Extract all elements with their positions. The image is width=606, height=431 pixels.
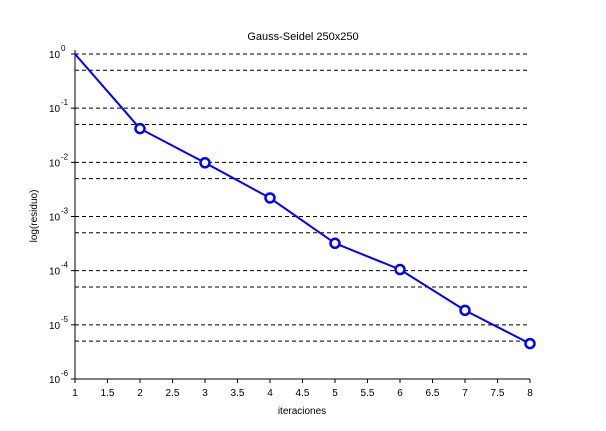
y-tick-exponent: -5	[61, 315, 69, 324]
y-tick-label: 100	[49, 44, 66, 61]
y-tick-label: 10-3	[49, 207, 69, 224]
x-tick-label: 7.5	[491, 388, 505, 399]
x-tick-label: 3.5	[231, 388, 245, 399]
y-tick-base: 10	[49, 50, 61, 61]
data-point	[459, 304, 471, 317]
y-tick-base: 10	[49, 375, 61, 386]
y-tick-exponent: -1	[61, 98, 69, 107]
x-tick-label: 2	[137, 388, 143, 399]
y-tick-label: 10-2	[49, 152, 69, 169]
x-tick-label: 4.5	[296, 388, 310, 399]
grid-lines	[75, 53, 530, 380]
y-tick-exponent: 0	[61, 44, 66, 53]
x-axis-ticks: 1 1.5 2 2.5 3 3.5 4 4.5 5 5.5 6 6.5 7 7.5 8	[72, 379, 533, 399]
data-point	[264, 192, 276, 204]
y-tick-base: 10	[49, 213, 61, 224]
y-tick-exponent: -6	[61, 369, 69, 378]
x-tick-label: 5.5	[361, 388, 375, 399]
y-tick-base: 10	[49, 321, 61, 332]
y-tick-base: 10	[49, 267, 61, 278]
y-tick-label: 10-1	[49, 98, 69, 115]
y-tick-exponent: -3	[61, 207, 69, 216]
x-tick-label: 6	[397, 388, 403, 399]
data-point	[199, 157, 211, 169]
chart-title: Gauss-Seidel 250x250	[247, 31, 358, 43]
x-tick-label: 7	[462, 388, 468, 399]
x-tick-label: 2.5	[166, 388, 180, 399]
x-axis-label: iteraciones	[278, 406, 326, 417]
x-tick-label: 1.5	[101, 388, 115, 399]
y-axis-label: log(residuo)	[29, 190, 40, 243]
series-line	[74, 53, 531, 345]
x-tick-label: 3	[202, 388, 208, 399]
data-point	[329, 237, 341, 250]
x-tick-label: 5	[332, 388, 338, 399]
data-point	[524, 337, 536, 350]
x-tick-label: 6.5	[426, 388, 440, 399]
x-tick-label: 1	[72, 388, 78, 399]
x-tick-label: 8	[527, 388, 533, 399]
data-point	[394, 263, 406, 276]
y-tick-label: 10-4	[49, 261, 69, 278]
y-tick-exponent: -4	[61, 261, 69, 270]
data-point	[134, 122, 146, 135]
y-tick-label: 10-5	[49, 315, 69, 332]
x-tick-label: 4	[267, 388, 273, 399]
y-tick-base: 10	[49, 158, 61, 169]
y-tick-label: 10-6	[49, 369, 69, 386]
y-tick-base: 10	[49, 104, 61, 115]
y-tick-exponent: -2	[61, 152, 69, 161]
series-group	[74, 53, 536, 350]
